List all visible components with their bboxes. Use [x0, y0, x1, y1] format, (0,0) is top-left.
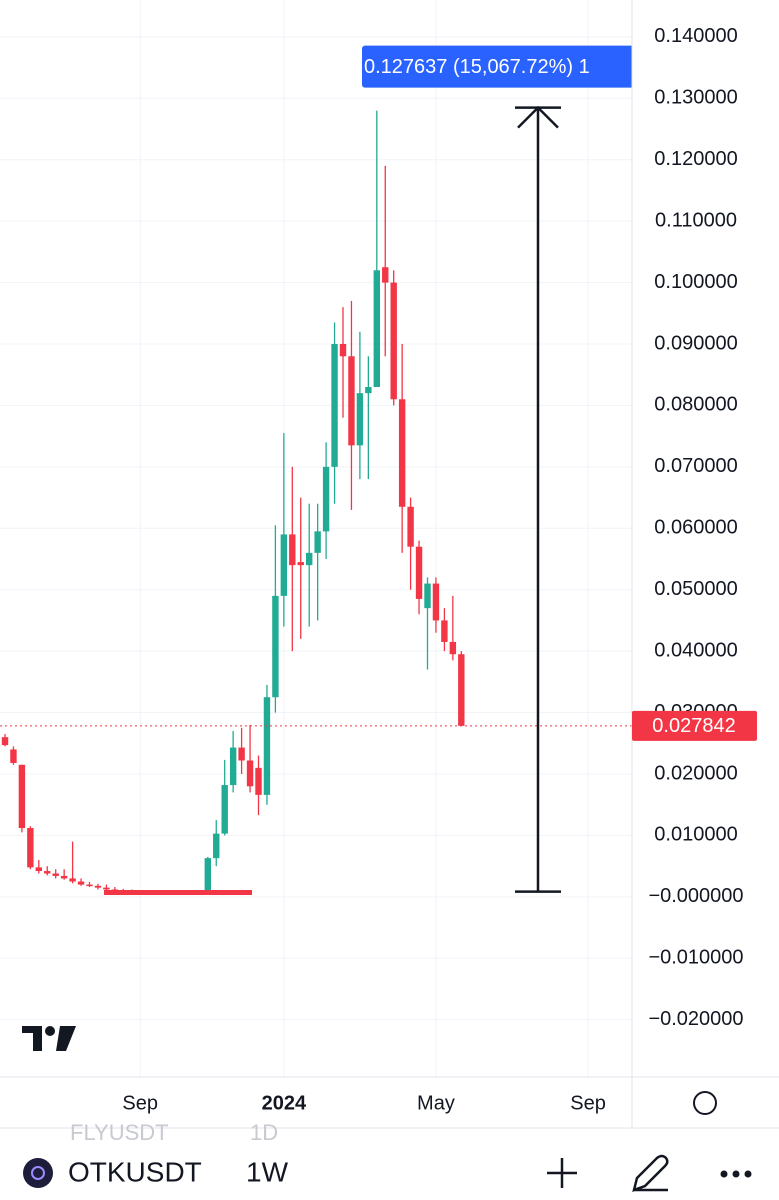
candle-body [52, 873, 59, 876]
candle-body [289, 534, 296, 566]
candle-body [314, 531, 321, 553]
candle-body [103, 887, 110, 890]
candle-body [382, 267, 389, 283]
y-tick-label: 0.140000 [654, 25, 737, 47]
candle-body [306, 552, 313, 566]
measure-label: 0.127637 (15,067.72%) 1 [364, 56, 590, 78]
y-tick-label: 0.060000 [654, 517, 737, 539]
y-tick-label: 0.020000 [654, 762, 737, 784]
candle-body [69, 878, 76, 882]
measure-arrow [517, 105, 559, 129]
settings-icon[interactable] [693, 1091, 717, 1115]
y-tick-label: 0.010000 [654, 824, 737, 846]
candle-body [18, 764, 26, 829]
y-tick-label: 0.070000 [654, 455, 737, 477]
candle-body [407, 506, 414, 547]
measure-box [362, 45, 632, 88]
ghost-symbol: FLYUSDT [70, 1120, 169, 1145]
candle-body [238, 747, 245, 761]
y-tick-label: −0.010000 [648, 947, 743, 969]
time-axis: Sep 2024 May Sep [122, 1092, 605, 1114]
price-tag-label: 0.027842 [652, 715, 735, 737]
y-tick-label: 0.130000 [654, 87, 737, 109]
logo [22, 1026, 76, 1051]
candle-body [297, 562, 304, 566]
symbol-icon [23, 1158, 53, 1188]
grid [0, 0, 632, 1077]
x-tick-label: May [417, 1092, 455, 1114]
candle-body [221, 785, 228, 834]
y-tick-label: 0.040000 [654, 639, 737, 661]
y-tick-label: −0.000000 [648, 885, 743, 907]
draw-button[interactable] [632, 1154, 669, 1192]
candle-body [229, 747, 237, 786]
ghost-interval: 1D [250, 1120, 278, 1145]
candle-body [213, 833, 220, 859]
candle-body [331, 344, 338, 467]
y-tick-label: −0.020000 [648, 1008, 743, 1030]
candle-body [373, 270, 380, 387]
candle-body [449, 641, 457, 655]
candle-body [365, 387, 372, 394]
candle-body [398, 399, 406, 507]
candle-body [458, 654, 465, 726]
candle-body [263, 697, 271, 795]
candle-body [432, 583, 440, 621]
y-tick-label: 0.120000 [654, 148, 737, 170]
candle-body [424, 583, 431, 609]
candle-body [348, 356, 355, 446]
y-tick-label: 0.090000 [654, 332, 737, 354]
candle-body [255, 767, 262, 795]
candle-body [1, 737, 9, 746]
candle-body [390, 282, 397, 400]
candle-body [356, 393, 364, 446]
candle-body [322, 466, 330, 532]
candle-body [415, 546, 423, 599]
candle-body [441, 620, 448, 642]
candle-body [27, 828, 34, 868]
candle-body [280, 534, 288, 596]
price-tag [632, 710, 757, 741]
y-tick-label: 0.050000 [654, 578, 737, 600]
candle-body [60, 875, 68, 879]
candle-body [246, 760, 254, 787]
candle-body [339, 344, 347, 357]
symbol[interactable]: OTKUSDT [68, 1156, 202, 1187]
candle-body [204, 858, 211, 892]
more-button[interactable] [720, 1170, 752, 1178]
plot-area: 0.127637 (15,067.72%) 1 [0, 45, 632, 896]
candle-body [272, 595, 279, 698]
symbol-icon [31, 1166, 45, 1180]
interval[interactable]: 1W [246, 1156, 289, 1187]
price-axis: 0.140000 0.130000 0.120000 0.110000 0.100000… [632, 25, 757, 1030]
add-button[interactable] [547, 1158, 577, 1188]
y-tick-label: 0.080000 [654, 394, 737, 416]
candle-body [86, 884, 93, 887]
candle-body [94, 885, 102, 888]
candle-body [35, 867, 42, 872]
x-tick-label: Sep [122, 1092, 158, 1114]
candle-body [44, 871, 51, 874]
x-tick-label: 2024 [262, 1092, 307, 1114]
candle-body [77, 881, 85, 885]
x-tick-label: Sep [570, 1092, 606, 1114]
y-tick-label: 0.100000 [654, 271, 737, 293]
candle-body [10, 749, 17, 763]
y-tick-label: 0.110000 [655, 209, 737, 231]
